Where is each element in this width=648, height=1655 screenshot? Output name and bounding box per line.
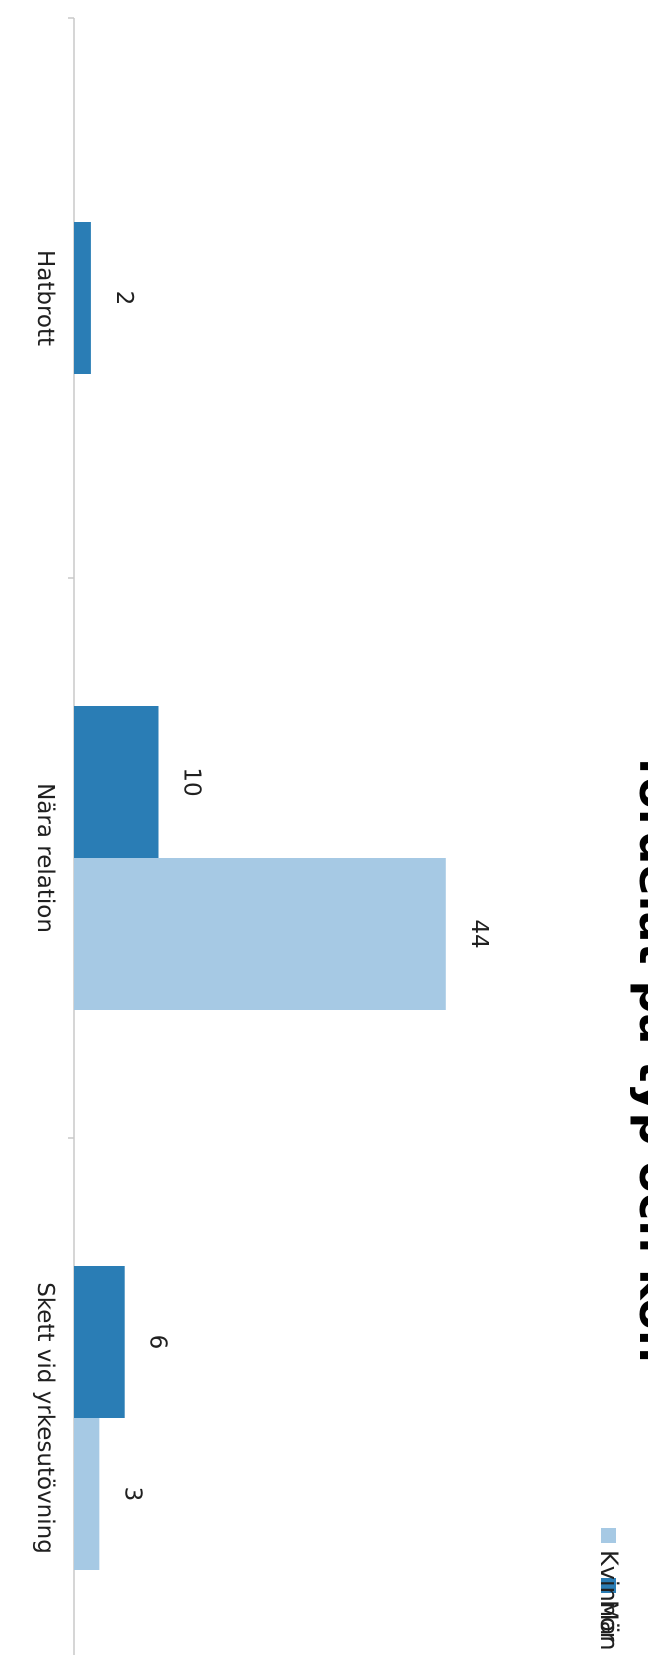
bar-m-n-hatbrott [74,222,91,374]
data-label-kvinnor-skett-vid-yrkesut-vning: 3 [119,1487,145,1502]
legend-label-m-n: Män [595,1600,623,1651]
legend-label-kvinnor: Kvinnor [595,1550,623,1642]
bar-kvinnor-skett-vid-yrkesut-vning [74,1418,100,1570]
data-label-m-n-hatbrott: 2 [111,291,137,306]
chart-title: fördelat på typ och kön [629,757,648,1362]
legend-swatch-m-n [601,1578,616,1593]
data-label-m-n-skett-vid-yrkesut-vning: 6 [145,1335,171,1350]
category-label-skett-vid-yrkesut-vning: Skett vid yrkesutövning [32,1282,58,1554]
legend-swatch-kvinnor [601,1528,616,1543]
plot-area: Hatbrott 2 Nära relation 10 44 Skett vid yrke… [32,17,492,1655]
bar-kvinnor-n-ra-relation [74,858,446,1010]
category-label-n-ra-relation: Nära relation [32,783,58,933]
data-label-kvinnor-n-ra-relation: 44 [466,919,492,948]
category-label-hatbrott: Hatbrott [32,250,58,346]
bar-m-n-skett-vid-yrkesut-vning [74,1266,125,1418]
data-label-m-n-n-ra-relation: 10 [179,767,205,796]
bar-m-n-n-ra-relation [74,706,159,858]
